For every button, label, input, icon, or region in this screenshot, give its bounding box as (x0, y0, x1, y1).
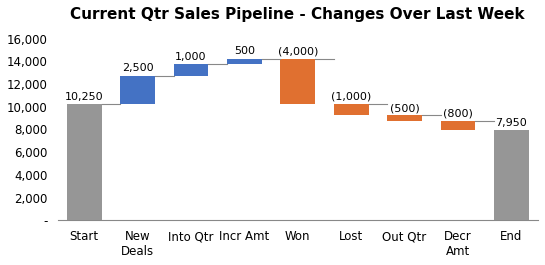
Text: 1,000: 1,000 (175, 52, 207, 62)
Text: (1,000): (1,000) (331, 92, 371, 102)
Text: 7,950: 7,950 (495, 118, 527, 128)
Bar (334, 104, 368, 115)
Text: (800): (800) (443, 109, 473, 119)
Bar (67, 104, 101, 220)
Bar (281, 59, 315, 104)
Bar (174, 64, 208, 76)
Bar (387, 115, 422, 121)
Bar (440, 121, 475, 130)
Text: (4,000): (4,000) (277, 46, 318, 56)
Title: Current Qtr Sales Pipeline - Changes Over Last Week: Current Qtr Sales Pipeline - Changes Ove… (70, 7, 525, 22)
Text: 10,250: 10,250 (65, 92, 104, 102)
Text: (500): (500) (390, 103, 420, 113)
Bar (120, 76, 155, 104)
Bar (227, 59, 262, 64)
Bar (494, 130, 529, 220)
Text: 500: 500 (234, 46, 255, 56)
Text: 2,500: 2,500 (122, 64, 154, 73)
